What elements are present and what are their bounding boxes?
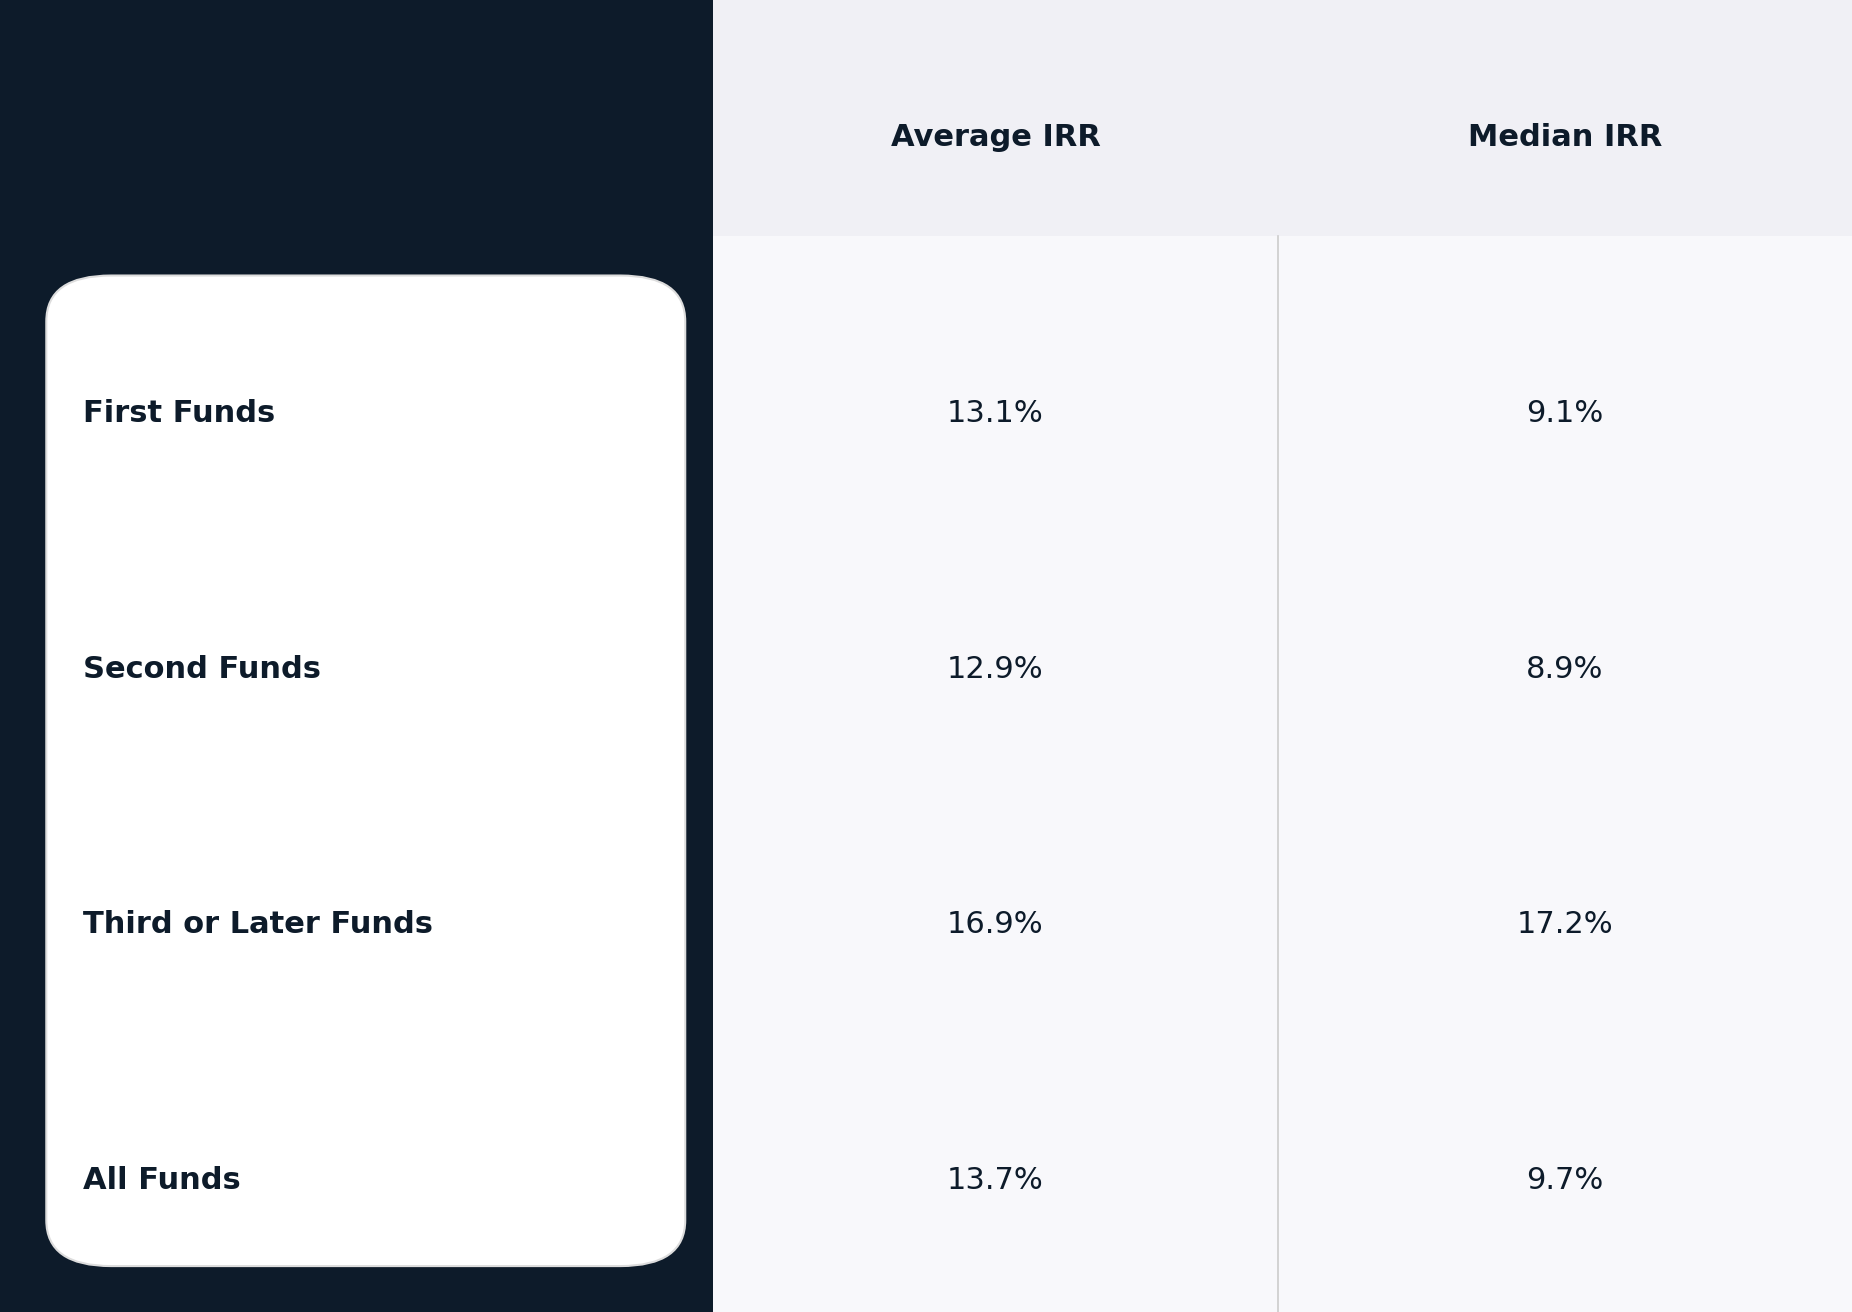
FancyBboxPatch shape: [713, 0, 1852, 236]
Text: Median IRR: Median IRR: [1469, 123, 1661, 152]
Text: 13.7%: 13.7%: [946, 1166, 1045, 1195]
Text: Second Funds: Second Funds: [83, 655, 322, 684]
Text: Average IRR: Average IRR: [891, 123, 1100, 152]
FancyBboxPatch shape: [46, 276, 685, 1266]
Text: 16.9%: 16.9%: [946, 911, 1045, 939]
Text: 17.2%: 17.2%: [1517, 911, 1613, 939]
Text: Third or Later Funds: Third or Later Funds: [83, 911, 433, 939]
FancyBboxPatch shape: [713, 236, 1852, 1312]
Text: 12.9%: 12.9%: [946, 655, 1045, 684]
Text: First Funds: First Funds: [83, 399, 276, 428]
Text: All Funds: All Funds: [83, 1166, 241, 1195]
Text: 8.9%: 8.9%: [1526, 655, 1604, 684]
Text: 13.1%: 13.1%: [946, 399, 1045, 428]
Text: 9.7%: 9.7%: [1526, 1166, 1604, 1195]
Text: 9.1%: 9.1%: [1526, 399, 1604, 428]
